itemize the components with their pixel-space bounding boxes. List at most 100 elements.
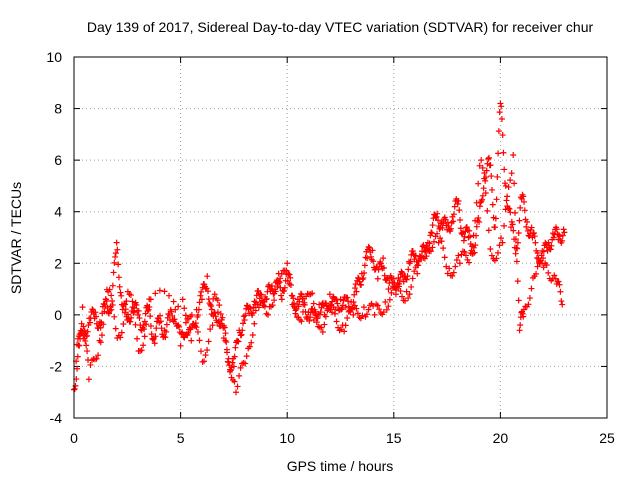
data-point-interp: [97, 339, 104, 346]
data-point-interp: [365, 306, 372, 313]
data-point-interp: [151, 340, 158, 347]
data-point-interp: [116, 283, 123, 290]
data-point-interp: [141, 333, 148, 340]
data-point-interp: [511, 180, 518, 187]
data-point: [371, 311, 378, 318]
data-point-interp: [333, 296, 340, 303]
data-point: [241, 317, 248, 324]
data-point-interp: [101, 308, 108, 315]
data-point-interp: [473, 223, 480, 230]
data-point-interp: [365, 243, 372, 250]
data-point-interp: [127, 292, 134, 299]
data-point-interp: [338, 326, 345, 333]
data-point-interp: [500, 149, 507, 156]
data-point-interp: [403, 276, 410, 283]
data-point-interp: [114, 335, 121, 342]
data-point: [488, 252, 495, 259]
data-point-interp: [226, 368, 233, 375]
data-point-interp: [111, 259, 118, 266]
data-point-interp: [212, 313, 219, 320]
data-point-interp: [143, 321, 150, 328]
x-tick-label: 25: [599, 430, 615, 446]
data-point-interp: [290, 303, 297, 310]
data-point-interp: [251, 320, 258, 327]
data-point-interp: [271, 297, 278, 304]
data-point-interp: [87, 361, 94, 368]
data-point-interp: [263, 310, 270, 317]
data-point-interp: [185, 329, 192, 336]
data-point-interp: [458, 251, 465, 258]
data-point-interp: [549, 236, 556, 243]
data-point-interp: [534, 263, 541, 270]
data-point-interp: [100, 321, 107, 328]
data-point-interp: [152, 333, 159, 340]
data-point: [502, 182, 509, 189]
data-point-interp: [539, 260, 546, 267]
data-point-interp: [489, 186, 496, 193]
data-point-interp: [157, 312, 164, 319]
data-point-interp: [491, 224, 498, 231]
data-point-interp: [231, 378, 238, 385]
data-point-interp: [526, 295, 533, 302]
data-point-interp: [163, 321, 170, 328]
data-point-interp: [553, 226, 560, 233]
data-point-interp: [529, 274, 536, 281]
data-point-interp: [298, 291, 305, 298]
data-point-interp: [236, 372, 243, 379]
data-point-interp: [444, 270, 451, 277]
grid-lines: [74, 57, 607, 418]
data-point-interp: [111, 313, 118, 320]
data-point-interp: [196, 299, 203, 306]
data-point: [446, 265, 453, 272]
data-point-interp: [330, 303, 337, 310]
data-point-interp: [345, 298, 352, 305]
data-point-interp: [496, 242, 503, 249]
data-point-interp: [153, 325, 160, 332]
data-point-interp: [479, 196, 486, 203]
y-tick-label: 10: [46, 49, 62, 65]
data-point-interp: [359, 312, 366, 319]
data-point-interp: [466, 233, 473, 240]
data-point-interp: [168, 308, 175, 315]
data-point-interp: [482, 189, 489, 196]
data-point-interp: [110, 269, 117, 276]
data-point-interp: [300, 308, 307, 315]
data-point-interp: [509, 221, 516, 228]
data-point-interp: [158, 325, 165, 332]
data-point-interp: [359, 276, 366, 283]
data-point-interp: [469, 243, 476, 250]
data-point-interp: [388, 289, 395, 296]
data-point-interp: [351, 285, 358, 292]
data-point-interp: [355, 274, 362, 281]
data-point-interp: [501, 222, 508, 229]
data-point-interp: [456, 207, 463, 214]
data-point-interp: [402, 297, 409, 304]
data-point-interp: [415, 257, 422, 264]
data-point-interp: [470, 232, 477, 239]
data-point-interp: [543, 240, 550, 247]
data-point-interp: [380, 264, 387, 271]
data-point-interp: [555, 278, 562, 285]
data-point: [243, 353, 250, 360]
data-point-interp: [225, 359, 232, 366]
data-point-interp: [77, 327, 84, 334]
data-point-interp: [353, 305, 360, 312]
data-point-interp: [472, 242, 479, 249]
data-point-interp: [485, 155, 492, 162]
data-point: [85, 376, 92, 383]
data-point-interp: [479, 164, 486, 171]
data-point-interp: [321, 321, 328, 328]
data-point-interp: [367, 253, 374, 260]
data-point-interp: [514, 239, 521, 246]
data-point-interp: [492, 215, 499, 222]
data-point-interp: [447, 225, 454, 232]
data-point-interp: [117, 334, 124, 341]
data-point-interp: [327, 306, 334, 313]
data-point-interp: [374, 302, 381, 309]
data-point-interp: [112, 325, 119, 332]
data-point-interp: [248, 339, 255, 346]
data-point: [424, 239, 431, 246]
data-point-interp: [301, 299, 308, 306]
data-point-interp: [115, 261, 122, 268]
data-point-interp: [309, 290, 316, 297]
